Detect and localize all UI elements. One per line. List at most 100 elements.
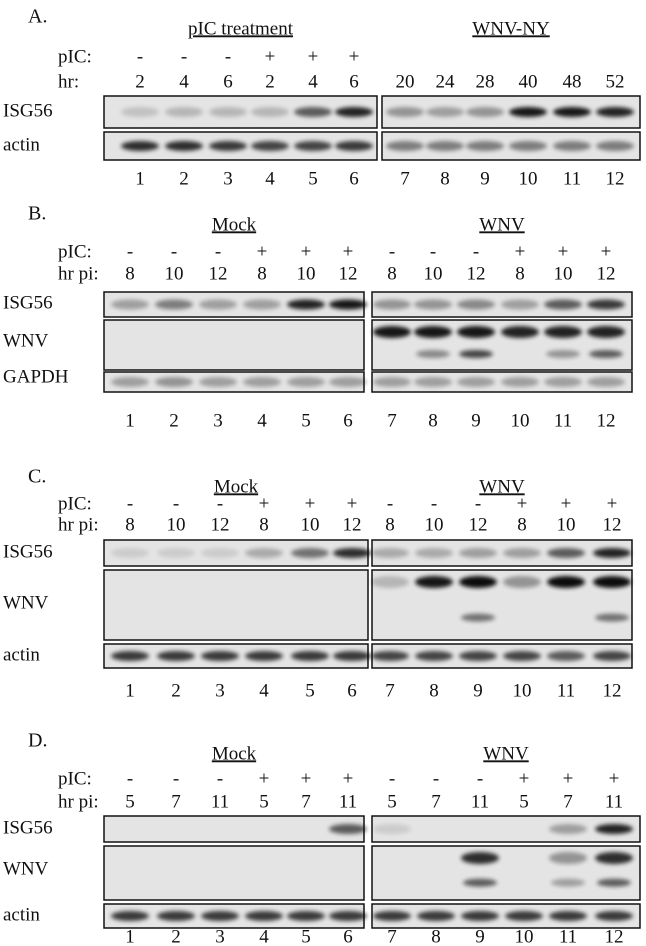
blot-label: actin [3,134,40,155]
group-title: Mock [212,743,257,764]
pic-sign: + [349,46,360,67]
pic-sign: + [347,493,358,514]
hour: 10 [554,263,573,284]
hour: 10 [557,514,576,535]
band [201,651,239,661]
pic-sign: - [173,493,179,514]
band [415,651,453,661]
pic-sign: + [609,768,620,789]
hour: 12 [343,514,362,535]
band [245,651,283,661]
lane-number: 6 [343,926,353,946]
band [329,300,367,310]
band [549,852,587,864]
lane-number: 4 [259,680,269,701]
band [414,326,452,338]
lane-number: 4 [257,410,267,431]
band [199,377,237,387]
hour: 12 [603,514,622,535]
band [547,576,585,588]
panel-label: A. [28,6,47,28]
pic-sign: - [173,768,179,789]
pic-sign: - [475,493,481,514]
hour: 10 [297,263,316,284]
band [373,911,411,921]
blot [104,570,368,640]
band [595,852,633,864]
band [243,300,281,310]
pic-sign: + [519,768,530,789]
hour: 11 [211,791,229,812]
pic-sign: - [171,241,177,262]
lane-number: 10 [513,680,532,701]
row-label: pIC: [58,241,92,262]
lane-number: 10 [515,926,534,946]
pic-sign: + [607,493,618,514]
lane-number: 9 [480,168,490,189]
blot-label: actin [3,904,40,925]
hour: 7 [301,791,311,812]
band [155,377,193,387]
lane-number: 11 [559,926,577,946]
band [593,548,631,558]
lane-number: 2 [171,926,181,946]
row-label: pIC: [58,46,92,67]
panel-label: B. [28,203,46,225]
lane-number: 8 [429,680,439,701]
band [546,350,580,358]
band [457,377,495,387]
band [596,141,634,151]
band [157,651,195,661]
lane-number: 7 [400,168,410,189]
band [503,651,541,661]
lane-number: 7 [385,680,395,701]
blot-label: GAPDH [3,366,69,387]
pic-sign: - [430,241,436,262]
pic-sign: - [127,241,133,262]
band [111,651,149,661]
hour: 5 [125,791,135,812]
pic-sign: - [387,493,393,514]
hour: 10 [424,263,443,284]
band [463,879,497,887]
band [549,824,587,834]
lane-number: 2 [169,410,179,431]
band [201,911,239,921]
hour: 5 [387,791,397,812]
band [373,824,411,834]
lane-number: 6 [349,168,359,189]
pic-sign: - [433,768,439,789]
hour: 12 [469,514,488,535]
pic-sign: - [473,241,479,262]
band [595,911,633,921]
pic-sign: - [127,493,133,514]
lane-number: 9 [471,410,481,431]
hour: 8 [517,514,527,535]
blot [372,320,632,370]
band [501,300,539,310]
band [373,377,411,387]
blot-label: WNV [3,592,49,613]
lane-number: 5 [305,680,315,701]
band [466,107,504,117]
band [373,300,411,310]
lane-number: 2 [171,680,181,701]
hour: 8 [125,514,135,535]
pic-sign: - [127,768,133,789]
lane-number: 6 [343,410,353,431]
band [544,300,582,310]
band [549,911,587,921]
band [505,911,543,921]
band [597,879,631,887]
hour: 8 [515,263,525,284]
band [335,141,373,151]
band [287,911,325,921]
band [371,548,409,558]
band [587,300,625,310]
group-title: Mock [212,214,257,235]
hour: 48 [563,71,582,92]
lane-number: 3 [213,410,223,431]
band [157,548,195,558]
hour: 6 [223,71,233,92]
band [251,141,289,151]
